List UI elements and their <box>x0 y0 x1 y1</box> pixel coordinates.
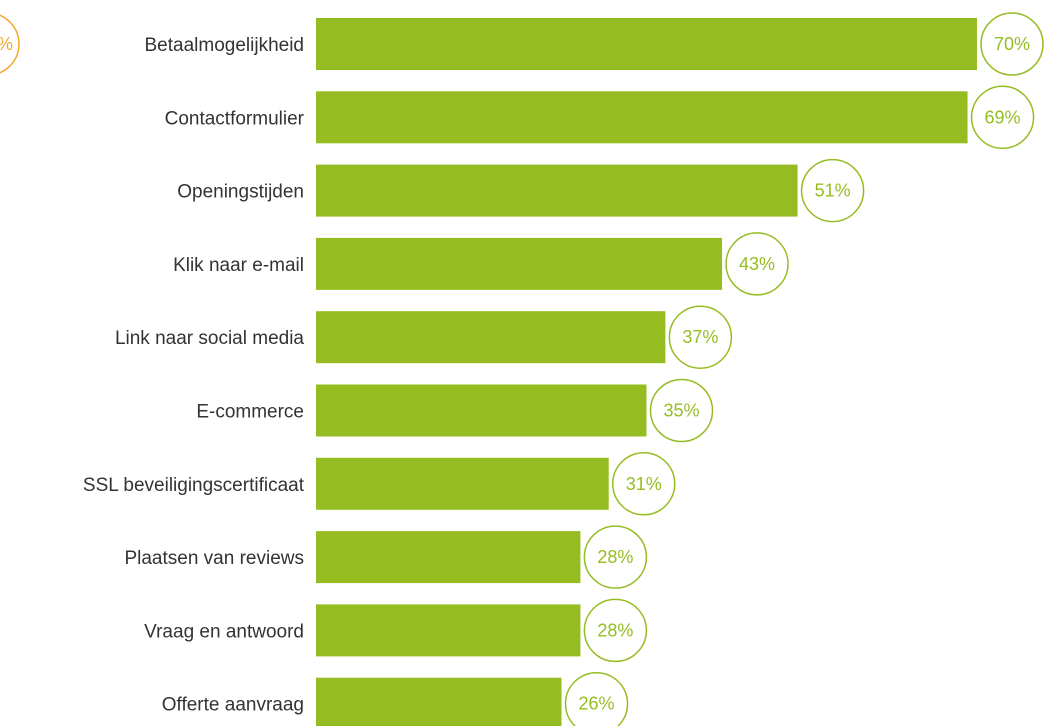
category-label: SSL beveiligingscertificaat <box>83 475 305 496</box>
value-badge <box>668 305 733 369</box>
bar <box>316 604 581 657</box>
category-label: Offerte aanvraag <box>162 695 304 716</box>
bar-row: Openingstijden 51% <box>177 158 865 223</box>
bar <box>316 311 666 364</box>
value-badge <box>800 158 865 223</box>
bar-row: Plaatsen van reviews 28% <box>124 525 648 589</box>
category-label: Contactformulier <box>165 108 305 129</box>
value-badge <box>980 12 1044 76</box>
bar-row: Offerte aanvraag 26% <box>162 671 629 726</box>
value-badge <box>649 378 714 443</box>
partial-badge-text: % <box>0 34 13 54</box>
value-badge <box>583 598 648 663</box>
category-label: Betaalmogelijkheid <box>145 35 305 56</box>
value-label: 35% <box>663 401 699 421</box>
bar-row: E-commerce 35% <box>196 378 714 443</box>
value-label: 51% <box>815 181 851 201</box>
value-label: 69% <box>985 107 1021 127</box>
bar <box>316 531 581 584</box>
bar <box>316 457 609 510</box>
partial-badge: % <box>0 14 20 74</box>
value-label: 31% <box>626 474 662 494</box>
category-label: Openingstijden <box>177 182 304 203</box>
bar <box>316 18 977 70</box>
category-label: Plaatsen van reviews <box>124 548 304 569</box>
bar <box>316 237 723 290</box>
value-badge <box>611 452 676 516</box>
value-badge <box>583 525 648 589</box>
bar <box>316 384 647 437</box>
bar-row: Link naar social media 37% <box>115 305 733 369</box>
value-label: 26% <box>578 694 614 714</box>
value-label: 28% <box>597 547 633 567</box>
bar-row: Klik naar e-mail 43% <box>173 232 789 296</box>
partial-badge-circle <box>0 14 20 74</box>
value-label: 70% <box>994 34 1030 54</box>
bar-row: SSL beveiligingscertificaat 31% <box>83 452 676 516</box>
bar-row: Vraag en antwoord 28% <box>144 598 648 663</box>
value-badge <box>725 232 789 296</box>
value-label: 28% <box>597 620 633 640</box>
bar <box>316 91 968 144</box>
category-label: Link naar social media <box>115 328 304 349</box>
bars-group: Betaalmogelijkheid 70% Contactformulier 69%… <box>83 12 1044 726</box>
value-label: 37% <box>682 327 718 347</box>
value-badge <box>970 85 1035 150</box>
bar-row: Contactformulier 69% <box>165 85 1035 150</box>
value-label: 43% <box>739 254 775 274</box>
category-label: Vraag en antwoord <box>144 621 304 642</box>
category-label: E-commerce <box>196 402 304 423</box>
value-badge <box>564 671 629 726</box>
bar <box>316 677 562 726</box>
bar-row: Betaalmogelijkheid 70% <box>145 12 1044 76</box>
bar <box>316 164 798 217</box>
category-label: Klik naar e-mail <box>173 255 304 276</box>
